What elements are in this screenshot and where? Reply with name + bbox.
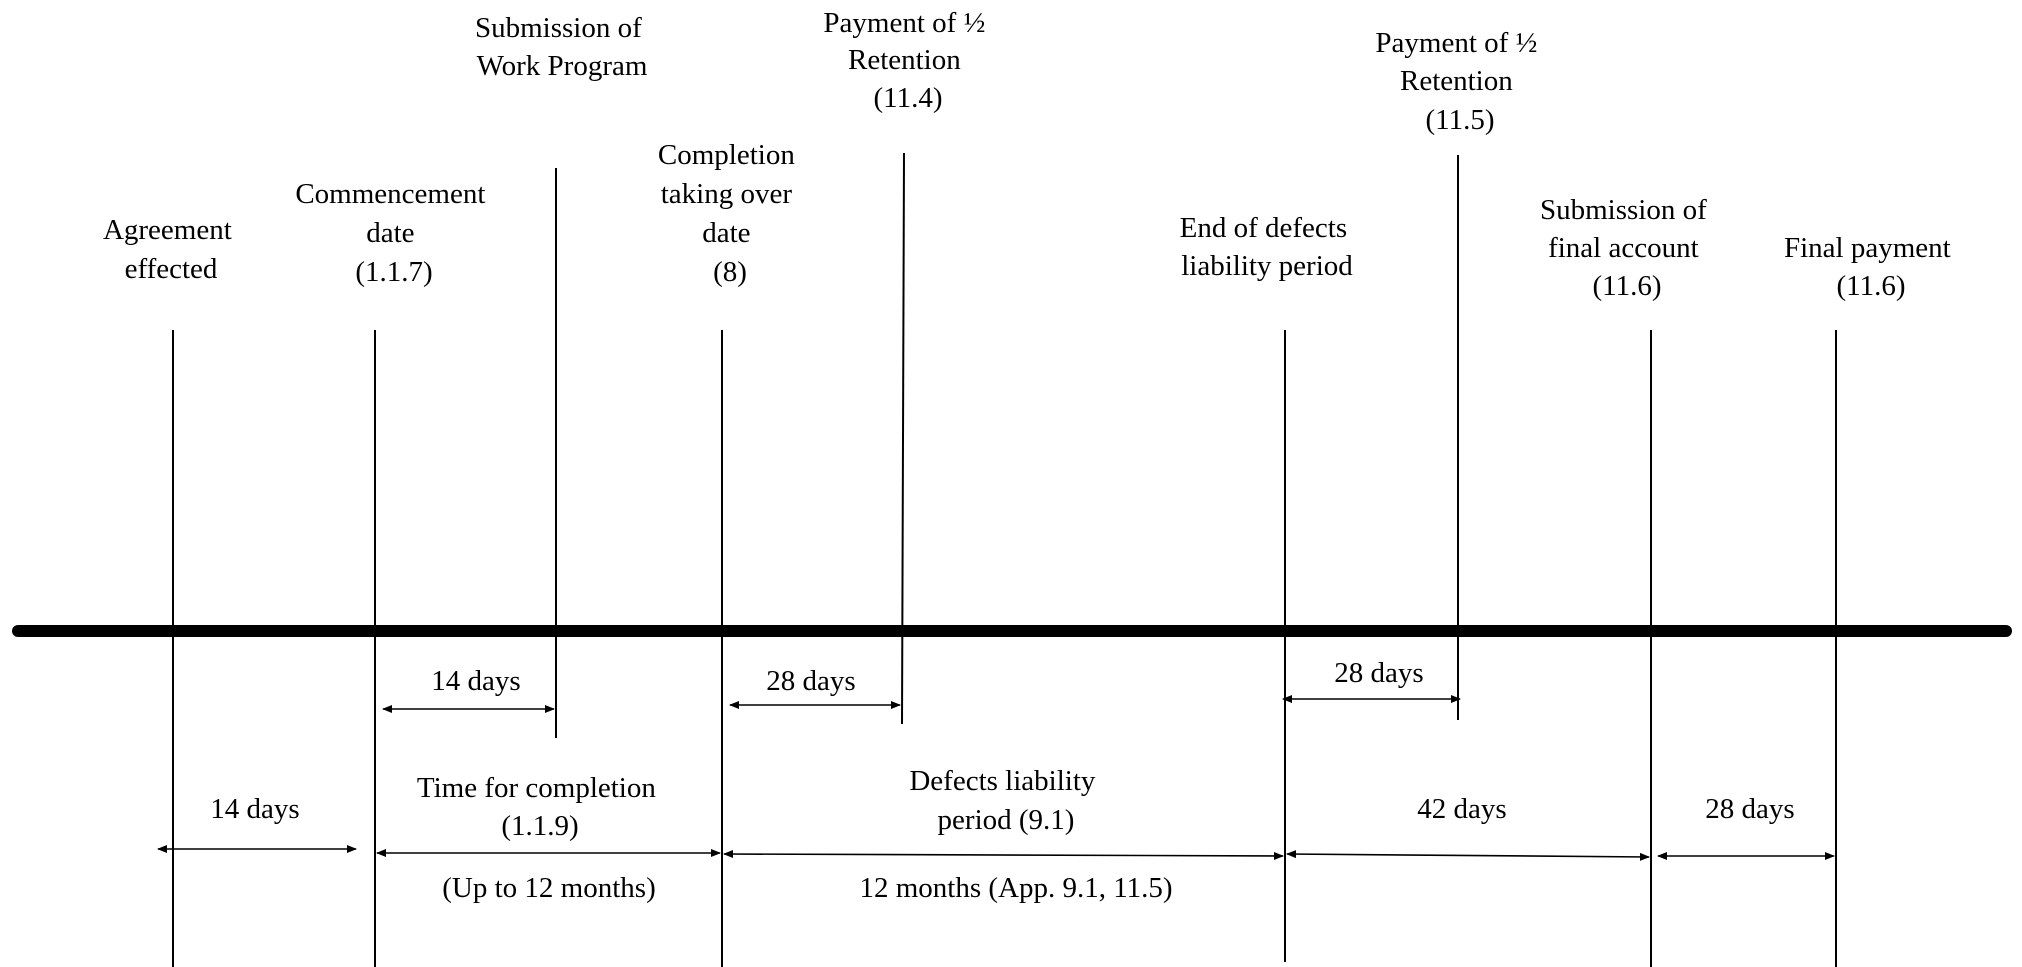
- final-account-arrow: [1286, 850, 1650, 861]
- work-program-label: Submission of Work Program: [475, 12, 649, 82]
- defects-period-note: 12 months (App. 9.1, 11.5): [859, 872, 1172, 904]
- agreement-days-label: 14 days: [210, 793, 299, 825]
- final-account-label: Submission of final account (11.6): [1540, 194, 1714, 302]
- final-payment-days-label: 28 days: [1705, 793, 1794, 825]
- retention-1-marker-line: [901, 152, 905, 725]
- retention-2-label: Payment of ½ Retention (11.5): [1375, 27, 1544, 136]
- retention-1-days-label: 28 days: [766, 665, 855, 697]
- time-for-completion-note: (Up to 12 months): [442, 872, 655, 904]
- time-for-completion-label: Time for completion (1.1.9): [417, 772, 663, 842]
- final-account-days-label: 42 days: [1417, 793, 1506, 825]
- agreement-label: Agreement effected: [103, 214, 239, 285]
- defects-period-arrow: [723, 850, 1284, 860]
- retention-2-days-label: 28 days: [1334, 657, 1423, 689]
- end-defects-label: End of defects liability period: [1180, 212, 1355, 282]
- final-payment-label: Final payment (11.6): [1784, 232, 1958, 302]
- commencement-label: Commencement date (1.1.7): [295, 178, 492, 288]
- completion-label: Completion taking over date (8): [658, 139, 802, 288]
- retention-1-label: Payment of ½ Retention (11.4): [823, 7, 992, 114]
- defects-period-label: Defects liability period (9.1): [909, 765, 1102, 836]
- work-program-days-label: 14 days: [431, 665, 520, 697]
